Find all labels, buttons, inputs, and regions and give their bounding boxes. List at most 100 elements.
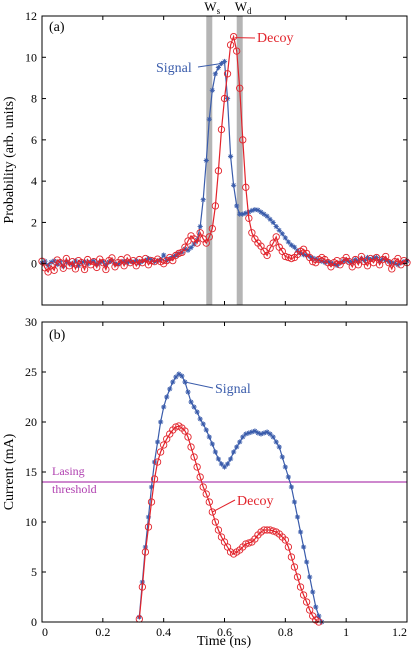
threshold-label-line1: Lasing: [52, 464, 85, 478]
star-marker: [294, 514, 301, 520]
circle-marker: [217, 125, 226, 134]
circle-marker: [190, 453, 198, 461]
circle-marker: [199, 483, 207, 491]
circle-marker: [214, 526, 223, 534]
circle-marker: [196, 229, 204, 237]
circle-marker: [205, 498, 213, 506]
star-marker: [255, 207, 261, 213]
circle-marker: [108, 254, 116, 262]
circle-marker: [214, 167, 223, 175]
circle-marker: [193, 463, 201, 471]
y-tick-label: 30: [25, 315, 37, 329]
circle-marker: [160, 441, 168, 449]
circle-marker: [138, 583, 147, 591]
star-marker: [191, 404, 197, 410]
star-marker: [197, 416, 203, 422]
circle-marker: [187, 443, 195, 451]
circle-marker: [269, 527, 277, 535]
x-tick-label: 0.6: [217, 625, 232, 639]
circle-marker: [208, 508, 216, 516]
circle-marker: [193, 239, 201, 247]
circle-marker: [90, 257, 98, 266]
panel-b-decoy-annotation: Decoy: [237, 494, 274, 509]
star-marker: [310, 589, 316, 595]
circle-marker: [202, 239, 210, 247]
star-marker: [273, 439, 279, 445]
star-marker: [288, 242, 295, 248]
star-marker: [285, 239, 291, 245]
star-marker: [258, 209, 264, 215]
star-marker: [267, 431, 273, 437]
circle-marker: [239, 136, 247, 144]
circle-marker: [245, 214, 253, 222]
star-marker: [300, 544, 307, 550]
y-tick-label: 25: [25, 365, 37, 379]
star-marker: [212, 449, 218, 455]
star-marker: [255, 430, 261, 436]
panel-b-signal-annotation: Signal: [215, 382, 251, 397]
star-marker: [103, 262, 109, 268]
star-marker: [194, 409, 200, 415]
star-marker: [243, 210, 249, 216]
star-marker: [173, 374, 179, 380]
star-marker: [185, 247, 191, 253]
circle-marker: [175, 249, 183, 258]
star-marker: [185, 389, 191, 395]
panel-b-ticks: 0 5 10 15 20 25 30 0 0.2 0.4 0.6 0.8 1 1.2: [25, 315, 408, 639]
star-marker: [297, 529, 304, 535]
star-marker: [392, 260, 398, 266]
star-marker: [279, 454, 285, 460]
star-marker: [206, 434, 212, 440]
star-marker: [264, 213, 270, 219]
star-marker: [224, 461, 231, 467]
star-marker: [182, 246, 188, 252]
star-marker: [273, 223, 279, 230]
star-marker: [282, 464, 288, 470]
circle-marker: [147, 498, 156, 506]
panel-b-y-axis-label: Current (mA): [2, 433, 17, 510]
y-tick-label: 0: [31, 257, 37, 271]
circle-marker: [184, 433, 192, 441]
circle-marker: [223, 70, 232, 78]
y-tick-label: 2: [31, 215, 37, 229]
star-marker: [291, 244, 298, 250]
window-label: Ws: [204, 0, 220, 16]
star-marker: [316, 613, 322, 619]
star-marker: [209, 441, 215, 447]
circle-marker: [287, 553, 296, 561]
circle-marker: [287, 254, 296, 263]
decoy-pointer: [212, 499, 236, 513]
star-marker: [258, 431, 264, 437]
y-tick-label: 4: [31, 174, 37, 188]
panel-b-plot-area: [42, 322, 407, 622]
circle-marker: [293, 573, 302, 581]
star-marker: [325, 259, 331, 265]
star-marker: [145, 514, 152, 520]
circle-marker: [229, 32, 238, 41]
panel-a-window-markers: [206, 16, 243, 305]
star-marker: [154, 439, 161, 445]
circle-marker: [181, 243, 189, 251]
signal-pointer: [197, 62, 222, 68]
circle-marker: [296, 583, 305, 591]
star-marker: [188, 245, 194, 251]
circle-marker: [290, 563, 299, 571]
y-tick-label: 20: [25, 415, 37, 429]
star-marker: [398, 260, 404, 266]
star-marker: [279, 231, 285, 237]
star-marker: [313, 604, 319, 610]
star-marker: [234, 444, 240, 450]
panel-b-x-axis-label: Time (ns): [197, 634, 252, 649]
star-marker: [148, 484, 155, 490]
star-marker: [252, 207, 258, 213]
signal-pointer: [184, 381, 214, 389]
circle-marker: [56, 259, 64, 267]
star-marker: [282, 235, 288, 241]
panel-a-annotation-arrows: [197, 37, 256, 68]
circle-marker: [211, 518, 220, 526]
series-line-decoy: [41, 34, 408, 274]
star-marker: [115, 261, 121, 267]
star-marker: [261, 430, 267, 436]
star-marker: [307, 574, 313, 580]
star-marker: [234, 203, 240, 209]
